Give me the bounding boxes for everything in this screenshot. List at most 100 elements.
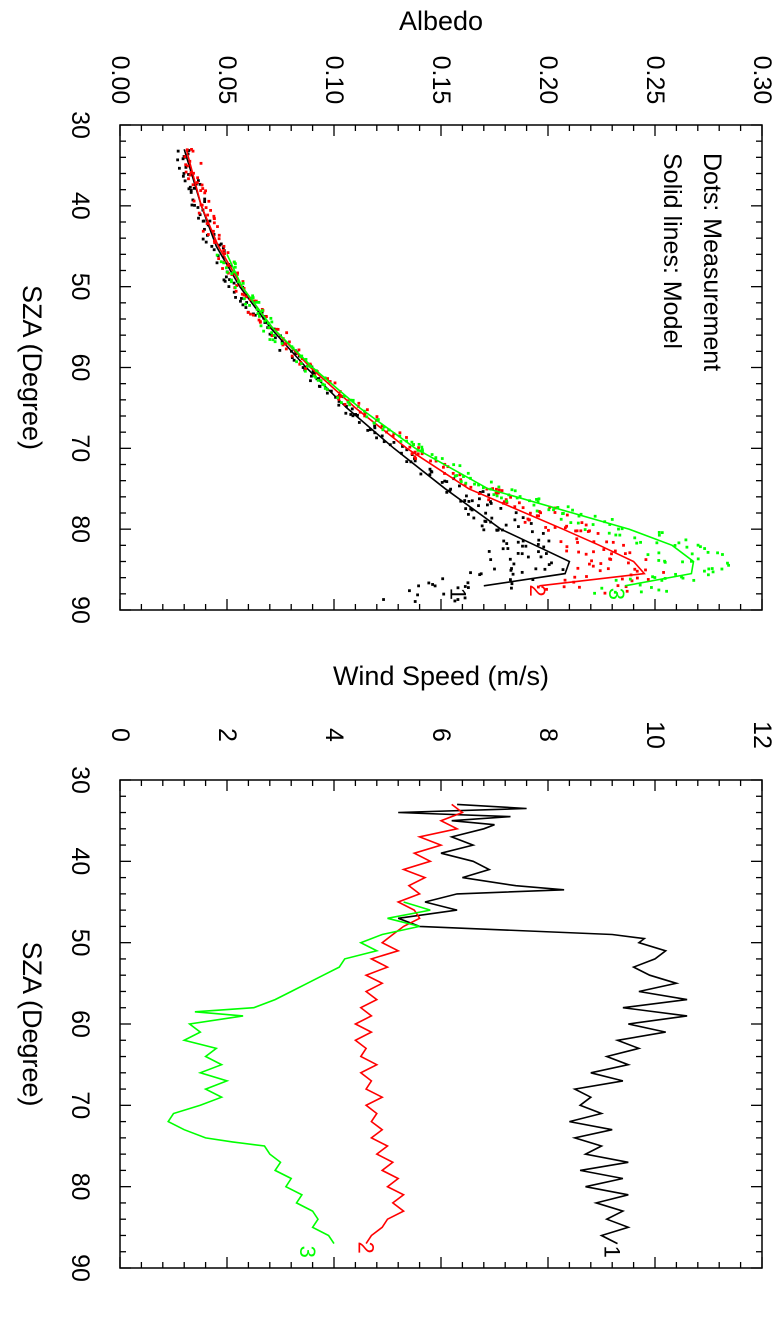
wind-y-axis-title: Wind Speed (m/s) — [333, 661, 549, 691]
albedo-series-2-measurement-point — [596, 532, 600, 535]
albedo-series-3-measurement-point — [699, 545, 702, 549]
albedo-series-2-measurement-point — [509, 495, 512, 499]
albedo-series-3-measurement-point — [706, 573, 710, 577]
albedo-series-2-measurement-point — [200, 203, 204, 207]
albedo-series-2-measurement-point — [240, 292, 244, 296]
albedo-series-1-measurement-point — [413, 600, 417, 603]
albedo-series-3-measurement-point — [233, 265, 237, 269]
albedo-series-1-measurement-point — [430, 470, 434, 474]
albedo-series-1-measurement-point — [188, 185, 192, 189]
albedo-series-3-measurement-point — [270, 320, 274, 324]
albedo-series-3-measurement-point — [262, 329, 266, 333]
albedo-series-2-measurement-point — [577, 550, 581, 554]
albedo-series-3-measurement-point — [591, 523, 595, 526]
albedo-series-2-measurement-point — [212, 229, 215, 233]
albedo-series-3-measurement-point — [703, 569, 706, 573]
albedo-series-3-measurement-point — [536, 500, 540, 504]
albedo-series-2-measurement-point — [611, 540, 615, 544]
albedo-series-2-measurement-point — [420, 452, 424, 456]
albedo-series-3-measurement-point — [497, 485, 501, 489]
albedo-series-1-measurement-point — [479, 572, 483, 576]
albedo-series-3-measurement-point — [233, 286, 237, 289]
wind-y-tick-label: 6 — [427, 728, 455, 742]
albedo-series-2-measurement-point — [192, 199, 196, 203]
albedo-series-1-measurement-point — [239, 299, 242, 303]
albedo-series-2-measurement-point — [391, 434, 395, 438]
albedo-annotation-1: Dots: Measurement — [698, 153, 726, 371]
albedo-series-2-measurement-point — [217, 233, 221, 237]
albedo-series-1-measurement-point — [456, 598, 460, 601]
albedo-series-2-measurement-point — [623, 552, 627, 556]
albedo-series-2-measurement-point — [590, 559, 593, 563]
albedo-series-2-measurement-point — [459, 478, 463, 482]
albedo-x-tick-label: 30 — [66, 111, 94, 139]
albedo-series-2-measurement-point — [565, 545, 569, 549]
albedo-series-1-measurement-point — [309, 379, 312, 383]
albedo-series-3-measurement-point — [319, 379, 323, 383]
albedo-series-1-measurement-point — [416, 593, 419, 597]
albedo-series-1-measurement-point — [489, 558, 493, 562]
albedo-series-2-measurement-point — [458, 473, 462, 477]
albedo-series-2-measurement-point — [363, 411, 367, 415]
albedo-y-axis-title: Albedo — [399, 6, 483, 36]
albedo-series-1-measurement-point — [187, 187, 191, 191]
albedo-series-1-measurement-point — [524, 544, 528, 548]
albedo-series-2-measurement-point — [213, 241, 217, 244]
albedo-series-3-measurement-point — [342, 394, 346, 398]
albedo-series-3-measurement-point — [421, 449, 424, 453]
albedo-series-1-measurement-point — [514, 511, 518, 515]
albedo-series-2-measurement-point — [539, 511, 543, 515]
albedo-series-3-measurement-point — [222, 261, 226, 265]
albedo-series-3-measurement-point — [348, 403, 352, 407]
albedo-series-1-measurement-point — [203, 227, 206, 231]
albedo-series-2-measurement-point — [608, 557, 612, 561]
albedo-series-3-measurement-point — [569, 521, 573, 525]
albedo-series-1-measurement-point — [382, 440, 386, 444]
albedo-series-1-measurement-point — [318, 385, 322, 388]
albedo-series-2-measurement-point — [197, 211, 201, 215]
albedo-series-2-measurement-point — [547, 528, 550, 532]
albedo-series-2-measurement-point — [212, 216, 216, 220]
albedo-series-3-measurement-point — [314, 375, 317, 379]
albedo-series-3-measurement-point — [638, 583, 642, 587]
albedo-series-2-measurement-point — [497, 488, 501, 492]
albedo-series-1-measurement-point — [184, 165, 188, 169]
albedo-series-3-measurement-point — [650, 586, 653, 589]
albedo-series-1-measurement-point — [493, 567, 496, 571]
albedo-series-1-measurement-point — [459, 499, 463, 503]
albedo-series-1-measurement-point — [445, 490, 449, 494]
albedo-series-3-measurement-point — [453, 474, 457, 478]
wind-series-3-line — [167, 901, 431, 1245]
albedo-series-2-measurement-point — [451, 471, 455, 475]
wind-series-1-line — [397, 803, 688, 1245]
albedo-series-1-measurement-point — [181, 157, 185, 161]
albedo-series-2-measurement-point — [195, 181, 199, 185]
albedo-series-2-measurement-point — [434, 459, 438, 463]
albedo-series-1-measurement-point — [477, 504, 480, 508]
albedo-series-1-measurement-point — [506, 547, 510, 550]
albedo-series-2-measurement-point — [275, 327, 278, 331]
albedo-series-2-measurement-point — [253, 299, 256, 303]
albedo-series-3-measurement-point — [351, 398, 355, 402]
albedo-series-2-measurement-point — [248, 297, 252, 301]
albedo-series-3-measurement-point — [614, 578, 618, 582]
albedo-x-tick-label: 60 — [66, 354, 94, 382]
albedo-series-2-measurement-point — [485, 487, 489, 491]
albedo-series-3-measurement-point — [339, 401, 343, 404]
albedo-series-1-measurement-point — [203, 197, 207, 201]
albedo-x-tick-label: 70 — [66, 434, 94, 462]
albedo-series-1-measurement-point — [487, 493, 491, 497]
albedo-series-3-measurement-point — [312, 374, 316, 378]
albedo-series-1-measurement-point — [189, 189, 193, 192]
albedo-series-2-measurement-point — [644, 558, 648, 561]
albedo-series-2-measurement-point — [624, 585, 628, 589]
albedo-series-3-measurement-point — [571, 508, 574, 512]
albedo-series-2-measurement-point — [635, 576, 639, 580]
albedo-series-3-measurement-point — [224, 266, 228, 270]
albedo-series-1-measurement-point — [177, 166, 181, 170]
albedo-series-1-measurement-point — [536, 543, 540, 546]
albedo-series-2-measurement-point — [207, 199, 211, 203]
albedo-series-3-measurement-point — [251, 294, 255, 298]
albedo-series-1-measurement-point — [501, 547, 505, 551]
